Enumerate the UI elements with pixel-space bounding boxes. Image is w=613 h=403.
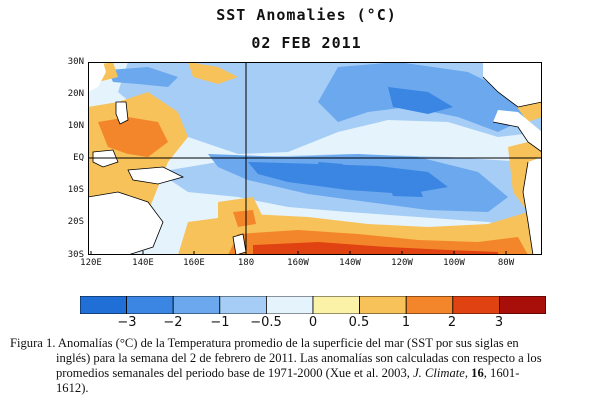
land-new-guinea <box>128 167 183 184</box>
lat-label-eq: EQ <box>73 153 84 163</box>
colorbar-label-p05: 0.5 <box>348 315 370 330</box>
lon-label-120w: 120W <box>391 258 413 268</box>
colorbar-segment-6 <box>359 296 407 314</box>
colorbar-segment-2 <box>172 296 221 314</box>
land-australia <box>88 192 163 255</box>
colorbar-label-m1: −1 <box>210 315 230 330</box>
anomaly-north-strong-negative <box>388 87 453 114</box>
caption-line-3-text: promedios semanales del periodo base de … <box>56 366 414 380</box>
caption-line-3: promedios semanales del periodo base de … <box>10 366 606 381</box>
map-date: 02 FEB 2011 <box>251 34 362 52</box>
map-frame <box>88 62 542 255</box>
caption-journal: J. Climate <box>413 366 465 380</box>
colorbar-segment-0 <box>80 296 127 314</box>
colorbar-segment-4 <box>265 296 314 314</box>
caption-volume: 16 <box>471 366 484 380</box>
color-bar <box>80 296 546 314</box>
anomaly-north-warm-patch <box>188 62 238 84</box>
land-asia <box>88 62 106 92</box>
anomaly-west-pacific-hot <box>98 117 168 157</box>
lon-label-100w: 100W <box>443 258 465 268</box>
colorbar-segment-3 <box>219 296 267 314</box>
lon-label-160w: 160W <box>287 258 309 268</box>
anomaly-southwest-hot <box>233 210 256 227</box>
land-south-america <box>523 157 542 255</box>
colorbar-label-0: 0 <box>308 315 318 330</box>
lat-label-20s: 20S <box>67 217 84 227</box>
land-mexico <box>483 62 542 107</box>
lon-label-140e: 140E <box>132 258 154 268</box>
lon-label-80w: 80W <box>497 258 515 268</box>
colorbar-label-p1: 1 <box>401 315 411 330</box>
lon-label-140w: 140W <box>339 258 361 268</box>
anomaly-south-very-hot-band <box>253 242 498 255</box>
colorbar-segment-9 <box>498 296 546 314</box>
caption-line-1: Figura 1. Anomalías (°C) de la Temperatu… <box>10 336 519 350</box>
colorbar-segment-5 <box>312 296 360 314</box>
lat-label-30s: 30S <box>67 250 84 260</box>
lon-label-120e: 120E <box>80 258 102 268</box>
lat-label-20n: 20N <box>67 89 84 99</box>
colorbar-label-p2: 2 <box>447 315 457 330</box>
lon-label-160e: 160E <box>183 258 205 268</box>
colorbar-segment-8 <box>452 296 500 314</box>
colorbar-label-m3: −3 <box>117 315 137 330</box>
colorbar-label-p3: 3 <box>494 315 504 330</box>
colorbar-segment-1 <box>126 296 174 314</box>
lon-label-180: 180 <box>237 258 255 268</box>
caption-line-4: 1612). <box>56 381 89 395</box>
land-philippines <box>116 102 128 124</box>
figure-caption: Figura 1. Anomalías (°C) de la Temperatu… <box>10 336 606 396</box>
anomaly-northwest-negative <box>108 67 178 87</box>
colorbar-label-m05: −0.5 <box>250 315 282 330</box>
lat-label-10n: 10N <box>67 121 84 131</box>
anomaly-south-strong-negative <box>388 182 423 197</box>
map-title: SST Anomalies (°C) <box>216 6 397 24</box>
anomaly-west-strong-negative <box>318 162 343 172</box>
lat-label-30n: 30N <box>67 57 84 67</box>
caption-line-3-sep: , <box>464 366 472 380</box>
colorbar-segment-7 <box>405 296 454 314</box>
land-new-zealand <box>233 234 246 255</box>
lat-label-10s: 10S <box>67 185 84 195</box>
land-central-america <box>493 110 542 152</box>
x-ticks <box>90 251 507 255</box>
sst-anomaly-map <box>88 62 542 255</box>
colorbar-label-m2: −2 <box>163 315 183 330</box>
caption-line-2: inglés) para la semana del 2 de febrero … <box>56 351 542 365</box>
caption-line-3-pages: , 1601- <box>483 366 520 380</box>
